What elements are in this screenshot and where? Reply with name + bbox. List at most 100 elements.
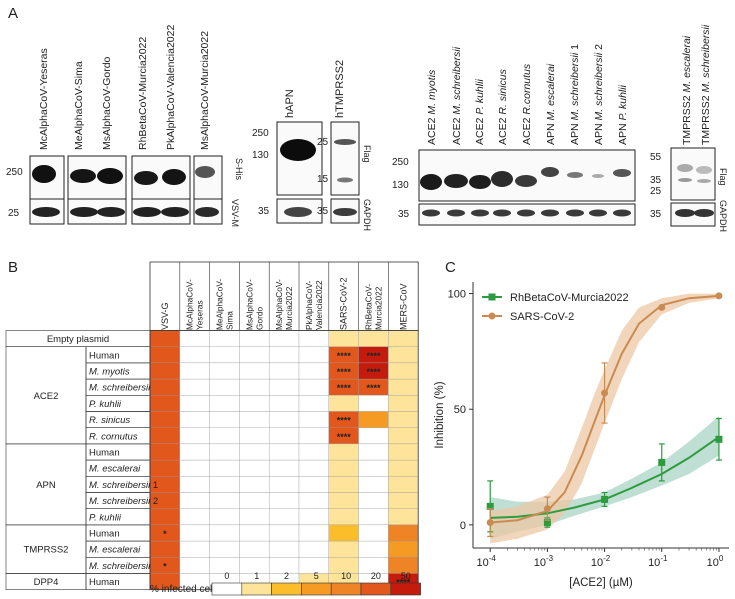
htmprss2-marker-15: 15	[317, 174, 329, 185]
lane-species-name: M. myotis	[426, 69, 438, 115]
heatmap-row-labels: Empty plasmid ACE2 Human M. myotis M. schrei…	[5, 330, 158, 591]
heatmap-cell	[179, 411, 210, 428]
lane-receptor-name: APN	[617, 120, 629, 145]
legend-tick: 10	[341, 571, 351, 581]
x-tick-base: 10	[477, 557, 489, 569]
heatmap-cell	[209, 443, 240, 461]
row-label: R. cornutus	[89, 431, 138, 442]
heatmap-cell	[269, 362, 300, 380]
heatmap-cell	[269, 427, 300, 445]
significance-stars: ****	[366, 383, 381, 393]
panel-label-a: A	[8, 5, 18, 22]
heatmap-cell	[298, 443, 329, 461]
y-axis-label: Inhibition (%)	[434, 381, 446, 448]
spike-lane-label: RhBetaCoV-Murcia2022	[137, 37, 149, 150]
heatmap-cell	[388, 330, 419, 347]
heatmap-cell	[358, 476, 389, 493]
legend-tick: 1	[254, 571, 259, 581]
heatmap-cell	[209, 346, 240, 364]
lane-receptor-name: ACE2	[451, 115, 463, 145]
heatmap-cell	[239, 427, 270, 445]
row-label-species: R. sinicus	[89, 415, 130, 426]
heatmap-cell	[388, 524, 419, 542]
heatmap-cell	[239, 524, 270, 542]
column-header-line: Gordo	[254, 307, 264, 330]
heatmap-cell	[388, 362, 419, 380]
lane-species-name: M. schreibersii	[451, 46, 463, 114]
row-label: M. escalerai	[89, 545, 141, 556]
tmprss2-label-flag: Flag	[718, 168, 728, 186]
receptor-lane-label: ACE2 P. kuhlii	[474, 79, 486, 145]
heatmap-cell	[149, 378, 180, 396]
legend-marker-square	[488, 293, 496, 301]
legend-marker-circle	[488, 312, 496, 320]
heatmap-cell	[388, 411, 419, 428]
lane-species-name: M. schreibersii	[569, 52, 581, 120]
heatmap-cells: **** ******** ******** ******************	[149, 330, 419, 591]
receptor-marker-250: 250	[392, 157, 409, 168]
legend-swatch	[330, 582, 362, 596]
heatmap-cell	[179, 427, 210, 445]
x-tick-exponent: -3	[546, 554, 554, 563]
heatmap-cell	[298, 330, 329, 347]
heatmap-cell	[239, 395, 270, 412]
heatmap-cell	[239, 378, 270, 396]
data-point-square	[543, 519, 551, 527]
spike-lane-label: MsAlphaCoV-Murcia2022	[199, 31, 211, 150]
heatmap-cell	[388, 378, 419, 396]
row-label-species: M. schreibersii	[89, 480, 151, 491]
row-label-species: M. schreibersii	[89, 561, 151, 572]
lane-suffix: 1	[569, 44, 581, 53]
heatmap-cell	[298, 540, 329, 558]
legend-swatch	[390, 582, 421, 596]
heatmap-cell	[298, 378, 329, 396]
heatmap-cell	[328, 540, 359, 558]
spike-label-vsvm: VSV-M	[230, 199, 240, 227]
heatmap-cell	[358, 427, 389, 445]
heatmap-cell	[239, 330, 270, 347]
lane-receptor-name: APN	[593, 120, 605, 145]
hapn-blot: hAPN 250 130 35	[252, 89, 323, 224]
row-label-species: M. escalerai	[89, 545, 141, 556]
spike-lane-label: McAlphaCoV-Yeseras	[38, 48, 50, 150]
heatmap-cell	[298, 346, 329, 364]
heatmap-cell	[149, 395, 180, 412]
heatmap-cell	[328, 330, 359, 347]
row-label: R. sinicus	[89, 415, 130, 426]
tmprss2-label-gapdh: GAPDH	[718, 200, 728, 232]
heatmap-cell	[358, 443, 389, 461]
htmprss2-label-flag: Flag	[362, 145, 372, 163]
data-point-circle	[486, 519, 494, 527]
legend-swatch	[241, 582, 272, 596]
x-tick-base: 10	[648, 557, 660, 569]
x-tick-label: 10-1	[648, 554, 668, 569]
heatmap-cell	[149, 346, 180, 364]
heatmap-cell	[179, 459, 210, 477]
receptor-marker-130: 130	[392, 180, 409, 191]
column-header: RhBetaCoV-Murcia2022	[364, 284, 384, 330]
heatmap-cell	[209, 476, 240, 493]
heatmap-cell	[209, 362, 240, 380]
heatmap-cell	[179, 508, 210, 526]
significance-stars: ****	[337, 432, 352, 442]
x-tick-exponent: 0	[719, 554, 724, 563]
tmprss2-marker-gapdh-35: 35	[650, 209, 662, 220]
receptor-lane-label: APN M. schreibersii 2	[593, 44, 605, 145]
x-tick-label: 10-2	[591, 554, 611, 569]
hapn-title: hAPN	[284, 89, 296, 118]
heatmap-cell	[328, 524, 359, 542]
heatmap-cell	[209, 508, 240, 526]
heatmap-cell	[388, 427, 419, 445]
heatmap-cell	[209, 540, 240, 558]
row-label: M. escalerai	[89, 464, 141, 475]
row-label-frame	[85, 573, 151, 591]
heatmap-cell	[209, 492, 240, 509]
row-label: P. kuhlii	[89, 512, 122, 523]
column-header-line: MsAlphaCoV-	[244, 279, 254, 330]
heatmap-cell	[239, 508, 270, 526]
heatmap-cell	[358, 395, 389, 412]
heatmap-cell	[328, 395, 359, 412]
significance-stars: *	[163, 529, 167, 539]
row-label: Human	[89, 529, 120, 540]
